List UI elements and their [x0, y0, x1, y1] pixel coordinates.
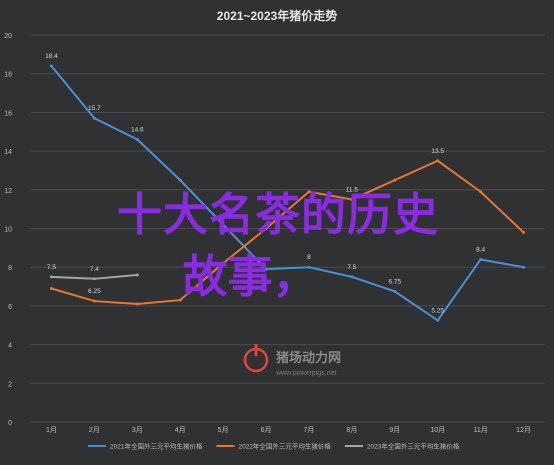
data-point	[135, 273, 139, 277]
y-tick-label: 20	[4, 33, 12, 40]
data-label: 7.5	[347, 264, 356, 271]
data-label: 13.5	[431, 148, 444, 155]
data-point	[92, 116, 96, 120]
data-label: 7.4	[90, 266, 99, 273]
watermark-brand: 猪场动力网	[275, 350, 341, 365]
data-point	[49, 275, 53, 279]
data-point	[307, 265, 311, 269]
data-label: 5.25	[431, 307, 444, 314]
data-label: 6.75	[388, 278, 401, 285]
x-tick-label: 4月	[175, 426, 186, 434]
data-point	[393, 178, 397, 182]
data-point	[135, 302, 139, 306]
data-point	[264, 267, 268, 271]
data-point	[92, 277, 96, 281]
y-tick-label: 2	[8, 381, 12, 388]
data-label: 18.4	[45, 53, 58, 60]
y-tick-label: 4	[8, 343, 12, 350]
x-tick-label: 12月	[516, 426, 531, 434]
x-tick-label: 5月	[218, 426, 229, 434]
data-label-layer: 18.4 15.7 14.6 8 7.5 6.75 5.25 8.4 6.25 11.5 13.5 7…	[45, 53, 485, 314]
data-point	[178, 178, 182, 182]
data-point	[49, 64, 53, 68]
data-point	[264, 227, 268, 230]
watermark-url: www.powerpigs.net	[275, 370, 336, 377]
watermark: 猪场动力网 www.powerpigs.net	[243, 344, 341, 377]
legend-label: 2022年全国外三元平均生猪价格	[238, 442, 331, 451]
series-line-1	[50, 65, 524, 322]
y-tick-label: 16	[4, 110, 12, 117]
power-icon-bar	[254, 344, 258, 356]
y-tick-label: 6	[8, 304, 12, 311]
y-tick-label: 0	[8, 420, 12, 427]
x-tick-label: 10月	[430, 426, 445, 434]
x-tick-label: 11月	[473, 426, 487, 434]
data-point	[436, 318, 440, 322]
x-tick-label: 7月	[304, 426, 315, 434]
data-point	[393, 289, 397, 293]
x-tick-label: 6月	[261, 426, 272, 434]
y-tick-label: 18	[4, 72, 12, 79]
data-point	[479, 257, 483, 261]
data-point	[522, 230, 526, 234]
overlay-text: 十大名茶的历史 故事，	[117, 189, 439, 302]
legend: 2021年全国外三元平均生猪价格 2022年全国外三元平均生猪价格 2023年全国外…	[88, 442, 460, 451]
data-label: 14.6	[131, 126, 144, 133]
data-point	[221, 223, 225, 227]
x-tick-label: 8月	[346, 426, 357, 434]
data-point	[350, 197, 354, 201]
data-point	[49, 286, 53, 290]
data-point	[436, 159, 440, 163]
y-tick-label: 14	[4, 149, 12, 156]
series-layer	[49, 64, 526, 322]
data-point	[350, 275, 354, 279]
y-tick-label: 10	[4, 227, 12, 234]
x-tick-label: 2月	[89, 426, 100, 434]
y-tick-label: 8	[8, 265, 12, 272]
data-point	[522, 265, 526, 269]
data-label: 8.4	[476, 246, 485, 253]
data-label: 11.5	[346, 186, 359, 193]
y-axis-ticks: 0 2 4 6 8 10 12 14 16 18 20	[4, 33, 12, 427]
x-tick-label: 3月	[132, 426, 143, 434]
data-point	[178, 298, 182, 302]
series-line-2	[51, 159, 525, 305]
overlay-line-2: 故事，	[182, 251, 317, 302]
data-point	[135, 137, 139, 141]
data-label: 7.5	[47, 264, 56, 271]
data-label: 8	[307, 254, 311, 261]
x-tick-label: 9月	[389, 426, 400, 434]
data-point	[479, 190, 483, 194]
y-tick-label: 12	[4, 188, 12, 195]
data-point	[92, 299, 96, 303]
data-point	[307, 190, 311, 194]
data-label: 6.25	[88, 288, 101, 295]
legend-label: 2021年全国外三元平均生猪价格	[110, 442, 203, 451]
overlay-line-1: 十大名茶的历史	[117, 189, 439, 240]
data-point	[221, 261, 225, 265]
data-label: 15.7	[88, 105, 101, 112]
x-axis-ticks: 1月 2月 3月 4月 5月 6月 7月 8月 9月 10月 11月 12月	[46, 426, 531, 434]
x-tick-label: 1月	[46, 426, 57, 434]
legend-label: 2023年全国外三元平均生猪价格	[367, 442, 460, 451]
chart-title: 2021~2023年猪价走势	[217, 8, 337, 23]
